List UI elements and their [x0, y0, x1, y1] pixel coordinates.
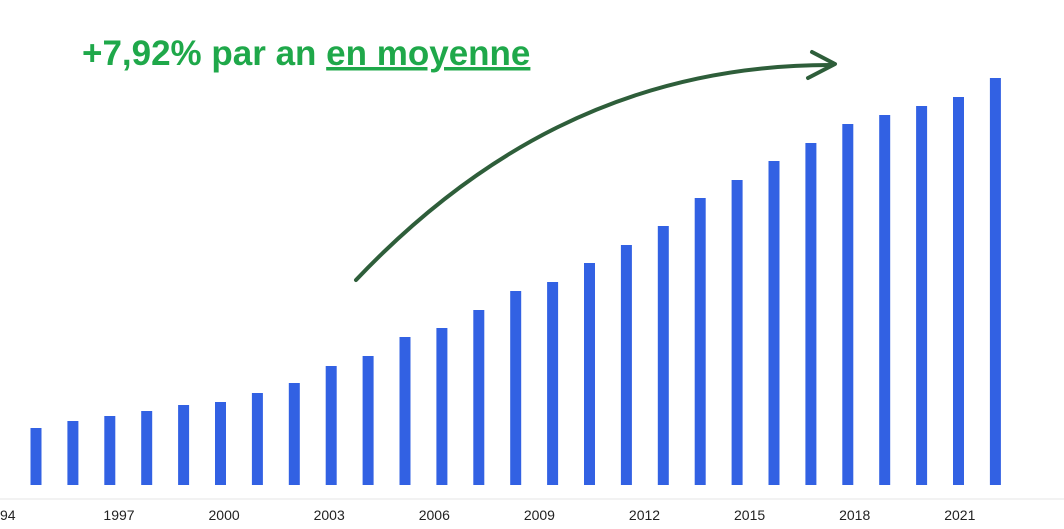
x-tick-label: 2021 [944, 507, 975, 523]
bar [436, 328, 448, 485]
bar [104, 416, 116, 485]
bar [67, 421, 79, 485]
bar [694, 198, 706, 485]
bar [473, 310, 485, 485]
bar [916, 106, 928, 485]
bar [953, 97, 964, 485]
bar [989, 78, 1001, 485]
bar [141, 411, 153, 485]
bar [288, 383, 300, 485]
bar [30, 428, 42, 485]
bar [879, 115, 891, 485]
trend-arrow [354, 63, 832, 282]
bar [620, 245, 632, 485]
bar [584, 263, 595, 485]
x-tick-label: 2012 [629, 507, 660, 523]
x-tick-label: 2009 [524, 507, 555, 523]
title-emphasis: en moyenne [326, 34, 530, 73]
bar [731, 180, 743, 485]
bar [842, 124, 854, 485]
bar [805, 143, 817, 485]
bar [251, 393, 263, 485]
bar [547, 282, 559, 485]
bar [399, 337, 411, 485]
x-tick-label: 2015 [734, 507, 765, 523]
bar [657, 226, 669, 485]
x-tick-label: 2003 [314, 507, 345, 523]
x-tick-label: 2006 [419, 507, 450, 523]
x-tick-label: 2018 [839, 507, 870, 523]
title-text: +7,92% par an [82, 34, 326, 73]
bar [768, 161, 780, 485]
x-tick-label: 2000 [209, 507, 240, 523]
x-tick-label: 94 [0, 507, 16, 523]
bar [325, 366, 337, 485]
bar [362, 356, 374, 485]
x-tick-label: 1997 [103, 507, 134, 523]
arrow-head [806, 50, 837, 80]
bar [215, 402, 226, 485]
chart-title: +7,92% par an en moyenne [82, 34, 530, 73]
bar [510, 291, 522, 485]
bar [178, 405, 190, 485]
